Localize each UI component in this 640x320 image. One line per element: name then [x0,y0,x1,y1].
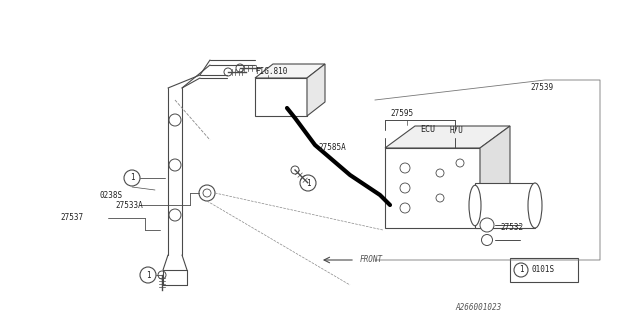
Circle shape [169,209,181,221]
Circle shape [514,263,528,277]
Circle shape [480,218,494,232]
Text: 27532: 27532 [500,223,523,233]
Bar [510,258,578,282]
Text: FRONT: FRONT [360,255,383,265]
Text: 27533A: 27533A [115,201,143,210]
Text: 1: 1 [130,173,134,182]
Circle shape [400,163,410,173]
Bar [385,148,480,228]
Polygon shape [307,64,325,116]
Circle shape [169,114,181,126]
Ellipse shape [528,183,542,228]
Circle shape [400,203,410,213]
Text: 1: 1 [306,179,310,188]
Text: 1: 1 [146,270,150,279]
Text: 27537: 27537 [60,213,83,222]
Text: FIG.810: FIG.810 [255,68,287,76]
Circle shape [456,159,464,167]
Circle shape [158,271,166,279]
Text: ECU: ECU [420,125,435,134]
Circle shape [436,194,444,202]
Circle shape [481,235,493,245]
Polygon shape [255,64,325,78]
Bar [475,183,535,228]
Text: 0238S: 0238S [100,190,123,199]
Circle shape [224,68,232,76]
Text: 27595: 27595 [390,108,413,117]
Text: 27539: 27539 [530,84,553,92]
Text: 0101S: 0101S [531,266,554,275]
Circle shape [436,169,444,177]
Circle shape [400,183,410,193]
Text: 27585A: 27585A [318,143,346,153]
Circle shape [140,267,156,283]
Circle shape [291,166,299,174]
Polygon shape [480,126,510,228]
Circle shape [169,159,181,171]
Circle shape [300,175,316,191]
Circle shape [236,64,244,72]
Text: 1: 1 [518,266,524,275]
Ellipse shape [469,185,481,226]
Circle shape [124,170,140,186]
Text: A266001023: A266001023 [455,303,501,313]
Text: H/U: H/U [450,125,464,134]
Circle shape [203,189,211,197]
Bar [255,78,307,116]
Circle shape [199,185,215,201]
Polygon shape [385,126,510,148]
